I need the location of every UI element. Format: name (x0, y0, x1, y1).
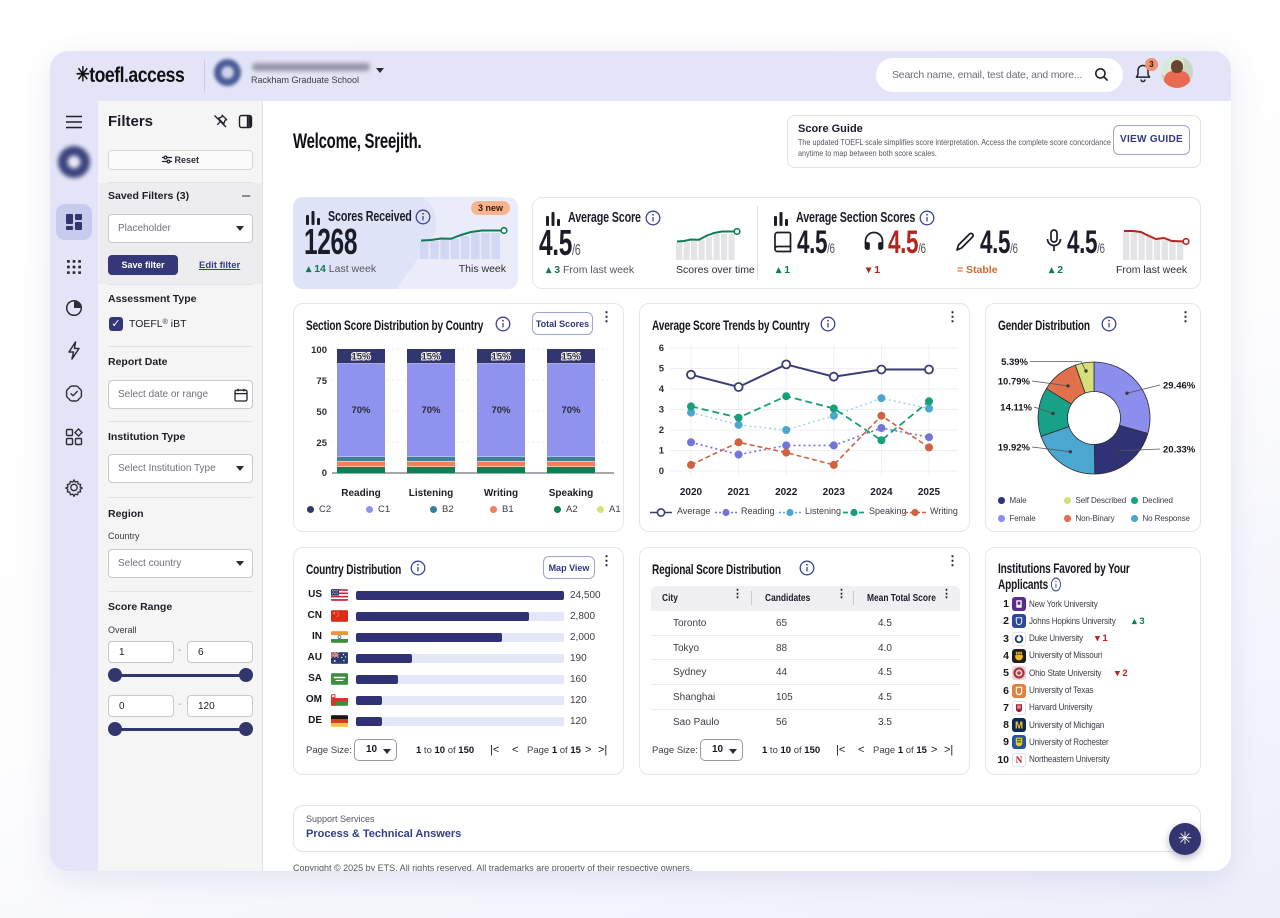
svg-text:2023: 2023 (823, 487, 846, 498)
svg-text:1: 1 (659, 446, 665, 457)
svg-text:Writing: Writing (484, 488, 518, 499)
svg-text:15%: 15% (351, 352, 371, 363)
svg-text:15%: 15% (561, 352, 581, 363)
svg-text:29.46%: 29.46% (1163, 381, 1196, 392)
svg-text:5.39%: 5.39% (1001, 357, 1028, 368)
svg-text:0: 0 (322, 468, 327, 479)
svg-text:70%: 70% (351, 405, 371, 416)
svg-text:70%: 70% (491, 405, 511, 416)
svg-text:2024: 2024 (870, 487, 893, 498)
svg-text:2020: 2020 (680, 487, 703, 498)
svg-text:5: 5 (659, 364, 665, 375)
svg-text:10.79%: 10.79% (998, 377, 1031, 388)
svg-text:Reading: Reading (341, 488, 380, 499)
svg-text:100: 100 (311, 345, 327, 356)
svg-text:75: 75 (316, 376, 327, 387)
svg-text:70%: 70% (421, 405, 441, 416)
svg-text:M: M (1015, 720, 1023, 731)
svg-text:25: 25 (316, 438, 327, 449)
svg-text:14.11%: 14.11% (1000, 403, 1032, 414)
svg-text:6: 6 (659, 343, 664, 354)
svg-text:2025: 2025 (918, 487, 941, 498)
svg-text:20.33%: 20.33% (1163, 445, 1196, 456)
svg-text:3: 3 (659, 405, 664, 416)
svg-text:2: 2 (659, 425, 664, 436)
svg-text:70%: 70% (561, 405, 581, 416)
svg-text:0: 0 (659, 466, 664, 477)
svg-text:19.92%: 19.92% (998, 443, 1031, 454)
svg-text:Speaking: Speaking (549, 488, 593, 499)
svg-text:Listening: Listening (409, 488, 453, 499)
svg-text:15%: 15% (491, 352, 511, 363)
svg-text:15%: 15% (421, 352, 441, 363)
svg-text:N: N (1016, 755, 1023, 765)
svg-text:4: 4 (659, 384, 665, 395)
svg-text:2022: 2022 (775, 487, 798, 498)
svg-text:50: 50 (316, 407, 327, 418)
svg-text:2021: 2021 (727, 487, 750, 498)
